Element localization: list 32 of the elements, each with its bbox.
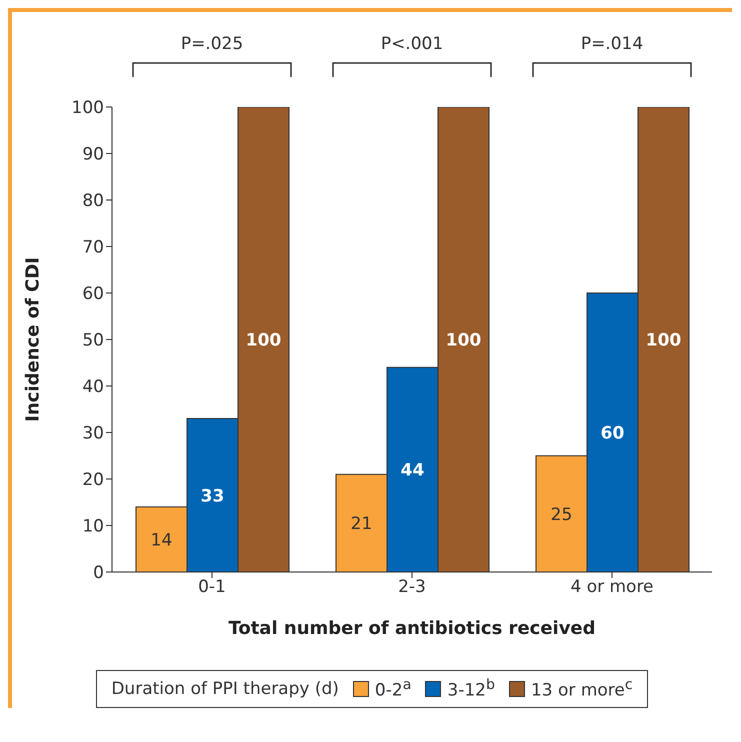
legend-label: 0-2$^{a}$ xyxy=(374,677,412,701)
data-label: 25 xyxy=(550,504,572,525)
y-tick-label: 40 xyxy=(82,377,104,398)
data-label: 33 xyxy=(200,486,224,506)
y-tick-label: 60 xyxy=(82,284,104,304)
y-tick-label: 90 xyxy=(82,144,104,165)
data-label: 44 xyxy=(400,460,424,481)
y-tick-label: 50 xyxy=(82,330,104,351)
x-axis-title: Total number of antibiotics received xyxy=(228,618,596,639)
y-tick-label: 80 xyxy=(82,191,104,212)
x-tick-label: 0-1 xyxy=(198,577,226,598)
y-tick-label: 20 xyxy=(82,470,104,490)
y-tick-label: 10 xyxy=(82,516,104,537)
data-label: 100 xyxy=(446,330,482,351)
legend-label: 13 or more$^{c}$ xyxy=(530,677,633,701)
y-tick-label: 100 xyxy=(72,98,104,118)
x-tick-label: 2-3 xyxy=(398,577,426,598)
x-tick-label: 4 or more xyxy=(570,577,654,598)
text: P=.014 xyxy=(580,34,644,54)
data-label: 21 xyxy=(350,514,372,534)
legend-label: 3-12$^{b}$ xyxy=(447,677,495,701)
data-label: 14 xyxy=(150,530,172,550)
y-tick-label: 30 xyxy=(82,424,104,444)
data-label: 100 xyxy=(646,330,682,351)
y-tick-label: 70 xyxy=(82,238,104,258)
y-tick-label: 0 xyxy=(93,563,104,584)
legend-title: Duration of PPI therapy (d) xyxy=(111,678,339,699)
text: P<.001 xyxy=(380,34,444,54)
text: P=.025 xyxy=(180,34,244,54)
y-axis-title: Incidence of CDI xyxy=(22,257,44,422)
data-label: 100 xyxy=(246,330,282,351)
data-label: 60 xyxy=(600,424,624,444)
